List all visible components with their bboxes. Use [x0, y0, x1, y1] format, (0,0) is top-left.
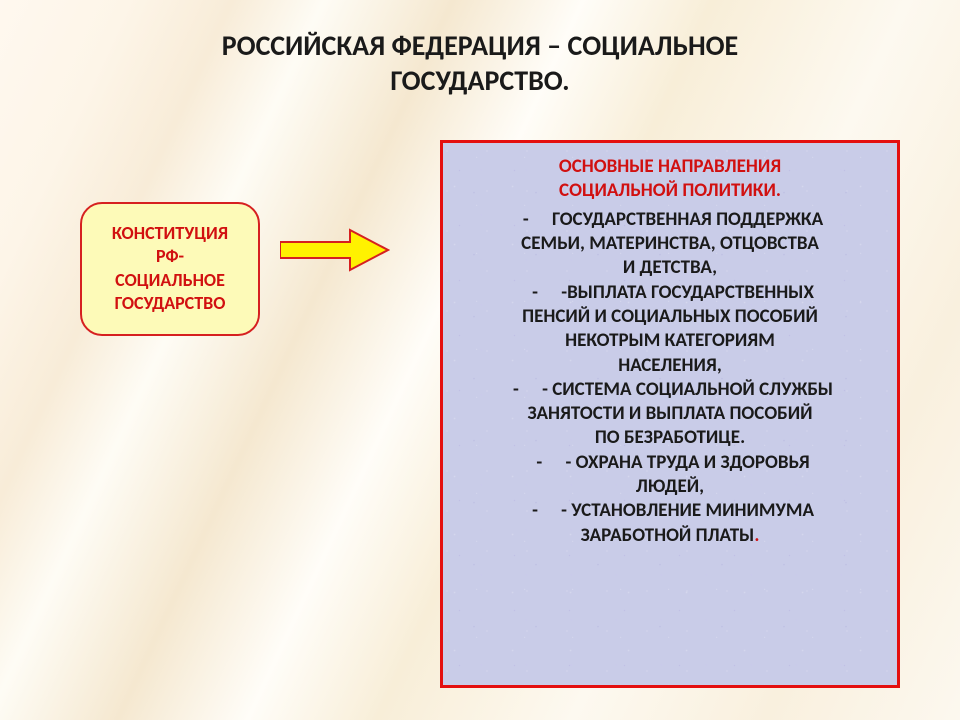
- bullet-line: ПО БЕЗРАБОТИЦЕ.: [457, 426, 883, 450]
- left-box-line-4: ГОСУДАРСТВО: [92, 292, 248, 315]
- bullet-line: ЗАРАБОТНОЙ ПЛАТЫ.: [457, 524, 883, 548]
- bullet-line: - ГОСУДАРСТВЕННАЯ ПОДДЕРЖКА: [457, 208, 883, 232]
- bullet-text: ЛЮДЕЙ,: [636, 475, 704, 498]
- bullet-line: ПЕНСИЙ И СОЦИАЛЬНЫХ ПОСОБИЙ: [457, 305, 883, 329]
- bullet-line: - - УСТАНОВЛЕНИЕ МИНИМУМА: [457, 499, 883, 523]
- left-box-line-1: КОНСТИТУЦИЯ: [92, 222, 248, 245]
- bullet-line: И ДЕТСТВА,: [457, 256, 883, 280]
- bullet-text: НЕКОТРЫМ КАТЕГОРИЯМ: [565, 329, 775, 352]
- bullet-text: И ДЕТСТВА,: [623, 256, 717, 279]
- bullet-text: - УСТАНОВЛЕНИЕ МИНИМУМА: [561, 499, 814, 522]
- bullet-dash: -: [517, 208, 535, 232]
- bullet-text: - СИСТЕМА СОЦИАЛЬНОЙ СЛУЖБЫ: [542, 378, 833, 401]
- bullet-text: ПЕНСИЙ И СОЦИАЛЬНЫХ ПОСОБИЙ: [522, 305, 818, 328]
- bullet-line: НЕКОТРЫМ КАТЕГОРИЯМ: [457, 329, 883, 353]
- bullets-container: - ГОСУДАРСТВЕННАЯ ПОДДЕРЖКАСЕМЬИ, МАТЕРИ…: [457, 208, 883, 548]
- bullet-dash: -: [526, 499, 544, 523]
- bullet-line: - -ВЫПЛАТА ГОСУДАРСТВЕННЫХ: [457, 281, 883, 305]
- left-box-line-3: СОЦИАЛЬНОЕ: [92, 269, 248, 292]
- bullet-text: НАСЕЛЕНИЯ,: [618, 354, 721, 377]
- slide-title: РОССИЙСКАЯ ФЕДЕРАЦИЯ – СОЦИАЛЬНОЕ ГОСУДА…: [0, 0, 960, 98]
- header-line-2: СОЦИАЛЬНОЙ ПОЛИТИКИ.: [457, 179, 883, 203]
- bullet-line: НАСЕЛЕНИЯ,: [457, 354, 883, 378]
- bullet-line: ЛЮДЕЙ,: [457, 475, 883, 499]
- bullet-line: - - СИСТЕМА СОЦИАЛЬНОЙ СЛУЖБЫ: [457, 378, 883, 402]
- left-box-line-2: РФ-: [92, 245, 248, 268]
- bullet-dash: -: [526, 281, 544, 305]
- bullet-line: ЗАНЯТОСТИ И ВЫПЛАТА ПОСОБИЙ: [457, 402, 883, 426]
- directions-header: ОСНОВНЫЕ НАПРАВЛЕНИЯ СОЦИАЛЬНОЙ ПОЛИТИКИ…: [457, 155, 883, 204]
- bullet-text: ЗАРАБОТНОЙ ПЛАТЫ: [581, 524, 755, 547]
- header-line-1: ОСНОВНЫЕ НАПРАВЛЕНИЯ: [457, 155, 883, 179]
- bullet-text: ЗАНЯТОСТИ И ВЫПЛАТА ПОСОБИЙ: [528, 402, 813, 425]
- title-line-2: ГОСУДАРСТВО.: [0, 63, 960, 98]
- constitution-box: КОНСТИТУЦИЯ РФ- СОЦИАЛЬНОЕ ГОСУДАРСТВО: [80, 202, 260, 336]
- bullet-dash: -: [530, 451, 548, 475]
- directions-box: ОСНОВНЫЕ НАПРАВЛЕНИЯ СОЦИАЛЬНОЙ ПОЛИТИКИ…: [440, 140, 900, 688]
- bullet-text: ПО БЕЗРАБОТИЦЕ.: [595, 426, 745, 449]
- bullet-text: -ВЫПЛАТА ГОСУДАРСТВЕННЫХ: [561, 281, 814, 304]
- bullet-text: ГОСУДАРСТВЕННАЯ ПОДДЕРЖКА: [552, 208, 823, 231]
- bullet-text: - ОХРАНА ТРУДА И ЗДОРОВЬЯ: [565, 451, 809, 474]
- bullet-text: СЕМЬИ, МАТЕРИНСТВА, ОТЦОВСТВА: [521, 232, 819, 255]
- bullet-dash: -: [507, 378, 525, 402]
- bullet-line: СЕМЬИ, МАТЕРИНСТВА, ОТЦОВСТВА: [457, 232, 883, 256]
- arrow-icon: [280, 228, 390, 277]
- bullet-line: - - ОХРАНА ТРУДА И ЗДОРОВЬЯ: [457, 451, 883, 475]
- bullet-end-dot: .: [754, 524, 759, 547]
- title-line-1: РОССИЙСКАЯ ФЕДЕРАЦИЯ – СОЦИАЛЬНОЕ: [0, 28, 960, 63]
